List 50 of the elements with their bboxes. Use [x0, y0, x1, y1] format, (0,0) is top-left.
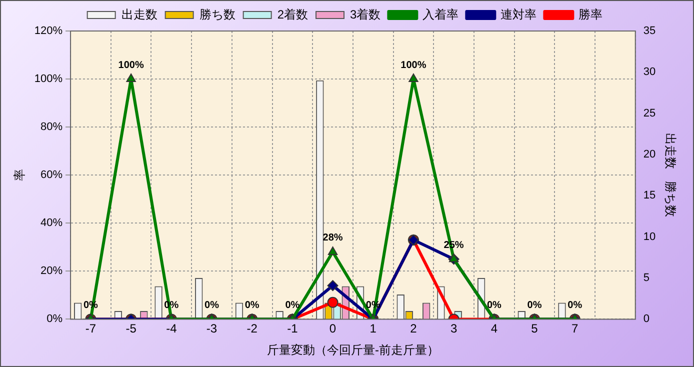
x-tick-label: 7	[572, 322, 579, 336]
y-axis-title: 率	[12, 169, 27, 182]
data-label: 0%	[568, 300, 582, 311]
x-tick-label: -3	[206, 322, 218, 336]
x-axis-title: 斤量変動（今回斤量-前走斤量）	[266, 343, 439, 358]
x-tick-label: 0	[329, 322, 336, 336]
legend-label: 2着数	[277, 7, 308, 22]
x-tick-label: 4	[490, 322, 498, 336]
y2-tick-label: 10	[643, 230, 656, 243]
y-tick-label: 20%	[40, 265, 63, 278]
x-tick-label: -5	[126, 322, 137, 336]
data-label: 0%	[285, 300, 300, 311]
legend-label: 出走数	[121, 7, 158, 22]
legend-label: 3着数	[350, 7, 381, 22]
y2-tick-label: 25	[643, 107, 656, 120]
y2-tick-label: 20	[643, 148, 656, 161]
data-label: 0%	[486, 300, 502, 311]
y2-tick-label: 15	[643, 190, 656, 202]
point	[126, 74, 136, 82]
y2-tick-label: 0	[643, 313, 650, 326]
x-tick-label: -2	[246, 322, 258, 336]
point	[328, 246, 338, 255]
data-label: 100%	[118, 60, 144, 71]
data-label: 0%	[527, 300, 542, 311]
data-label: 100%	[400, 60, 426, 71]
y2-tick-label: 30	[643, 66, 656, 78]
y2-tick-label: 35	[643, 25, 656, 38]
x-tick-label: 2	[410, 322, 418, 336]
x-tick-label: -1	[287, 322, 298, 336]
legend-label: 入着率	[422, 7, 459, 22]
x-tick-label: 5	[531, 322, 538, 336]
y2-axis-title: 出走数 勝ち数	[663, 133, 678, 218]
data-label: 0%	[204, 300, 220, 311]
x-tick-label: -7	[85, 322, 96, 336]
data-label: 0%	[244, 300, 260, 311]
legend-label: 連対率	[500, 7, 537, 22]
x-tick-label: -4	[166, 322, 178, 336]
y-tick-label: 100%	[34, 73, 63, 86]
y-tick-label: 0%	[46, 313, 63, 326]
y2-tick-label: 5	[643, 272, 650, 284]
y-tick-label: 120%	[34, 25, 63, 38]
y-tick-label: 80%	[40, 121, 63, 134]
x-tick-label: 3	[450, 322, 458, 336]
point	[448, 254, 459, 262]
x-tick-label: 1	[370, 322, 377, 336]
y-tick-label: 60%	[40, 169, 63, 182]
legend-label: 勝率	[578, 7, 603, 22]
point	[408, 74, 418, 82]
legend-label: 勝ち数	[199, 7, 236, 22]
y-tick-label: 40%	[40, 217, 63, 230]
